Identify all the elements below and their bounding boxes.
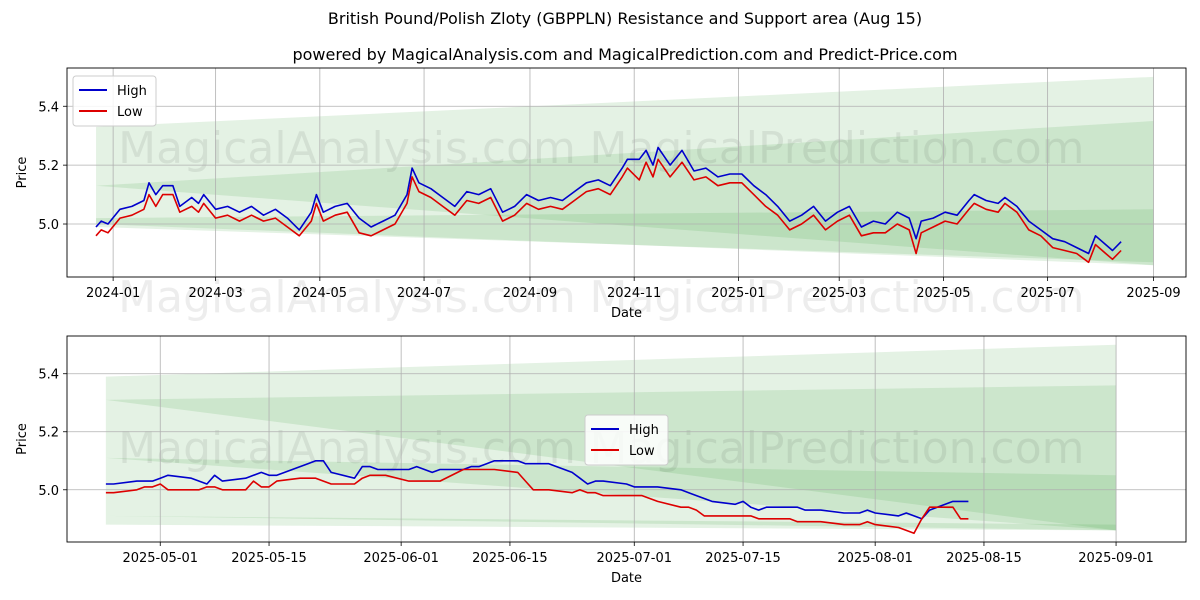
legend-label-high: High: [629, 423, 659, 438]
chart-panel-1: MagicalAnalysis.com MagicalPrediction.com…: [15, 67, 1187, 323]
y-tick-label: 5.0: [38, 484, 59, 499]
x-tick-label: 2024-01: [86, 286, 140, 301]
watermark: MagicalAnalysis.com: [118, 272, 576, 323]
x-axis-label: Date: [611, 306, 642, 321]
watermark: MagicalAnalysis.com: [118, 423, 576, 474]
x-tick-label: 2025-03: [812, 286, 866, 301]
x-tick-label: 2025-08-01: [837, 551, 913, 566]
support-resistance-band: [105, 515, 1117, 531]
x-tick-label: 2024-07: [397, 286, 451, 301]
legend-box: [584, 414, 669, 466]
x-tick-label: 2025-07-01: [596, 551, 672, 566]
x-axis-label: Date: [611, 571, 642, 586]
x-tick-label: 2025-05-15: [231, 551, 307, 566]
y-tick-label: 5.2: [38, 426, 59, 441]
x-tick-label: 2025-01: [711, 286, 765, 301]
watermark: MagicalPrediction.com: [590, 272, 1085, 323]
x-tick-label: 2025-05-01: [122, 551, 198, 566]
plot-frame: [66, 67, 1187, 278]
y-tick-label: 5.4: [38, 100, 59, 115]
chart-panel-2: MagicalAnalysis.com MagicalPrediction.com…: [15, 335, 1187, 586]
x-tick-label: 2024-09: [503, 286, 557, 301]
chart-subtitle: powered by MagicalAnalysis.com and Magic…: [292, 45, 958, 64]
plot-frame: [66, 335, 1187, 543]
x-tick-label: 2024-05: [293, 286, 347, 301]
y-tick-label: 5.2: [38, 159, 59, 174]
y-tick-label: 5.0: [38, 218, 59, 233]
series-line-low: [105, 468, 969, 535]
x-tick-label: 2024-11: [607, 286, 661, 301]
legend-label-high: High: [117, 84, 147, 99]
series-line-high: [105, 459, 969, 520]
x-tick-label: 2025-09: [1126, 286, 1180, 301]
support-resistance-band: [96, 209, 1154, 263]
watermark: MagicalAnalysis.com: [118, 123, 576, 174]
x-tick-label: 2025-07: [1020, 286, 1074, 301]
y-tick-label: 5.4: [38, 368, 59, 383]
series-line-low: [95, 158, 1122, 264]
x-tick-label: 2025-05: [916, 286, 970, 301]
x-tick-label: 2024-03: [188, 286, 242, 301]
chart-title: British Pound/Polish Zloty (GBPPLN) Resi…: [327, 9, 923, 28]
y-axis-label: Price: [15, 157, 30, 189]
legend-label-low: Low: [629, 444, 655, 459]
legend-box: [72, 75, 157, 127]
x-tick-label: 2025-06-15: [472, 551, 548, 566]
legend-label-low: Low: [117, 105, 143, 120]
x-tick-label: 2025-08-15: [946, 551, 1022, 566]
x-tick-label: 2025-06-01: [363, 551, 439, 566]
x-tick-label: 2025-07-15: [705, 551, 781, 566]
series-line-high: [95, 146, 1122, 255]
y-axis-label: Price: [15, 423, 30, 455]
x-tick-label: 2025-09-01: [1078, 551, 1154, 566]
